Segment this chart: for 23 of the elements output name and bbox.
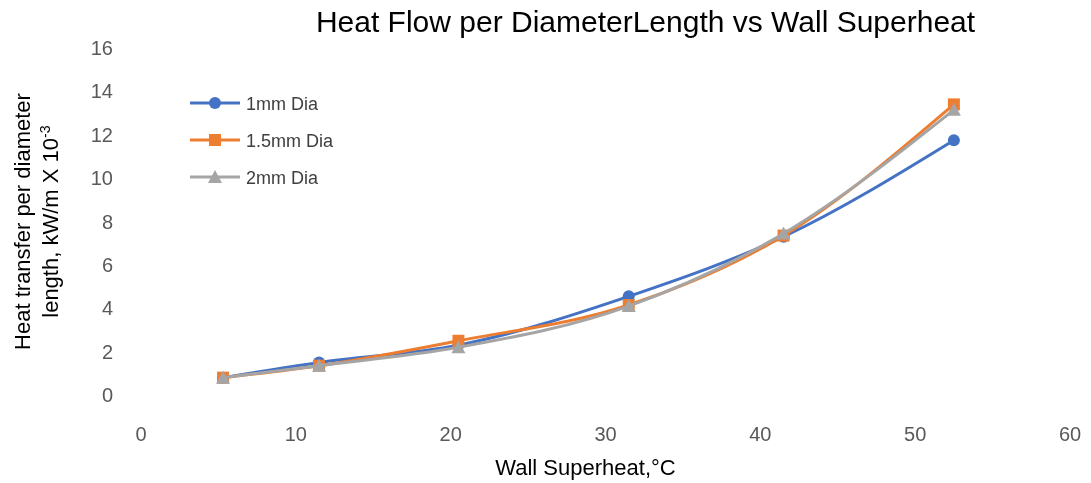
x-tick-label: 50 xyxy=(904,423,927,445)
y-tick-label: 6 xyxy=(101,253,113,276)
y-tick-label: 2 xyxy=(101,340,113,363)
legend-label: 1.5mm Dia xyxy=(246,131,335,151)
chart-title: Heat Flow per DiameterLength vs Wall Superheat xyxy=(315,5,976,38)
x-tick-label: 30 xyxy=(594,423,617,445)
x-tick-label: 60 xyxy=(1058,423,1082,445)
y-tick-label: 14 xyxy=(90,80,113,103)
y-tick-label: 0 xyxy=(101,384,113,406)
x-tick-label: 20 xyxy=(439,423,462,445)
y-tick-label: 12 xyxy=(90,123,113,146)
point xyxy=(946,102,961,116)
point xyxy=(947,134,960,147)
y-tick-label: 8 xyxy=(101,210,113,233)
y-tick-label: 10 xyxy=(90,167,113,190)
x-tick-label: 10 xyxy=(284,423,307,445)
x-axis-title: Wall Superheat,°C xyxy=(495,455,676,480)
x-tick-label: 0 xyxy=(135,423,147,445)
legend-label: 2mm Dia xyxy=(246,168,319,188)
y-tick-label: 16 xyxy=(90,37,113,59)
legend-label: 1mm Dia xyxy=(246,94,319,114)
y-tick-label: 4 xyxy=(101,297,113,320)
x-tick-label: 40 xyxy=(749,423,772,445)
